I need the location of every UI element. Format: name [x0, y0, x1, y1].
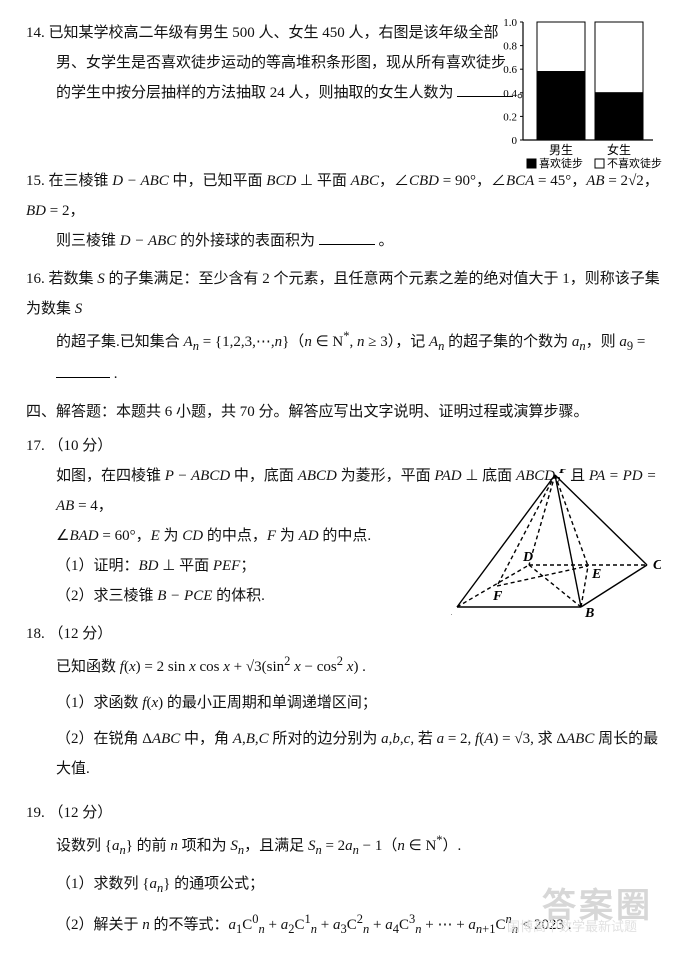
blank-16 — [56, 364, 110, 379]
q18-p2: （2）在锐角 ΔABC 中，角 A,B,C 所对的边分别为 a,b,c, 若 a… — [26, 724, 661, 784]
q18-num: 18. — [26, 626, 45, 642]
section-4-heading: 四、解答题：本题共 6 小题，共 70 分。解答应写出文字说明、证明过程或演算步… — [26, 397, 661, 427]
q17-figure: P A B C D E F — [451, 469, 661, 630]
svg-text:男生: 男生 — [549, 143, 573, 157]
svg-text:A: A — [451, 604, 452, 619]
svg-text:B: B — [584, 606, 594, 619]
question-17: 17. （10 分） 如图，在四棱锥 P − ABCD 中，底面 ABCD 为菱… — [26, 431, 661, 611]
question-18: 18. （12 分） 已知函数 f(x) = 2 sin x cos x + √… — [26, 619, 661, 784]
q15-l2m: D − ABC 的外接球的表面积为 — [120, 233, 315, 249]
q18-p1: （1）求函数 f(x) 的最小正周期和单调递增区间； — [26, 688, 661, 718]
q19-line1: 设数列 {an} 的前 n 项和为 Sn，且满足 Sn = 2an − 1（n … — [26, 828, 661, 863]
svg-text:P: P — [559, 469, 568, 477]
q14-chart: 00.20.40.60.81.0男生女生喜欢徒步不喜欢徒步 — [485, 16, 665, 189]
q16-l2a: 的超子集.已知集合 An = {1,2,3,⋯,n}（n ∈ N*, n ≥ 3… — [56, 334, 645, 350]
q16-line2: 的超子集.已知集合 An = {1,2,3,⋯,n}（n ∈ N*, n ≥ 3… — [26, 324, 661, 389]
question-19: 19. （12 分） 设数列 {an} 的前 n 项和为 Sn，且满足 Sn =… — [26, 798, 661, 942]
svg-text:0.8: 0.8 — [503, 41, 517, 53]
q18-line1: 已知函数 f(x) = 2 sin x cos x + √3(sin2 x − … — [26, 649, 661, 682]
q16-line1: 若数集 S 的子集满足：至少含有 2 个元素，且任意两个元素之差的绝对值大于 1… — [26, 271, 660, 317]
question-16: 16. 若数集 S 的子集满足：至少含有 2 个元素，且任意两个元素之差的绝对值… — [26, 264, 661, 389]
q15-num: 15. — [26, 173, 45, 189]
q19-num: 19. — [26, 805, 45, 821]
blank-15 — [319, 231, 375, 246]
svg-text:D: D — [522, 550, 533, 565]
q19-pts: （12 分） — [49, 805, 113, 821]
q17-num: 17. — [26, 438, 45, 454]
q14-num: 14. — [26, 25, 45, 41]
question-15: 15. 在三棱锥 D − ABC 中，已知平面 BCD ⊥ 平面 ABC，∠CB… — [26, 166, 661, 256]
q17-pts: （10 分） — [49, 438, 113, 454]
svg-text:E: E — [591, 567, 601, 582]
svg-text:F: F — [492, 589, 503, 604]
svg-text:1.0: 1.0 — [503, 17, 517, 29]
q15-line1: 在三棱锥 D − ABC 中，已知平面 BCD ⊥ 平面 ABC，∠CBD = … — [26, 173, 659, 219]
q19-p1: （1）求数列 {an} 的通项公式； — [26, 869, 661, 901]
q16-num: 16. — [26, 271, 45, 287]
question-14: 14. 已知某学校高二年级有男生 500 人、女生 450 人，右图是该年级全部… — [26, 18, 661, 158]
svg-text:女生: 女生 — [607, 142, 631, 157]
svg-text:C: C — [653, 558, 661, 573]
svg-text:0.6: 0.6 — [503, 64, 517, 76]
q14-line1: 已知某学校高二年级有男生 500 人、女生 450 人，右图是该年级全部 — [49, 25, 499, 41]
q16-l2b: . — [114, 366, 118, 382]
svg-text:0: 0 — [512, 135, 518, 147]
svg-text:0.2: 0.2 — [503, 111, 517, 123]
q15-line2: 则三棱锥 D − ABC 的外接球的表面积为 。 — [26, 226, 661, 256]
q14-line3a: 的学生中按分层抽样的方法抽取 24 人，则抽取的女生人数为 — [56, 85, 454, 101]
q15-l2b: 。 — [379, 233, 394, 249]
q18-pts: （12 分） — [49, 626, 113, 642]
q15-l2a: 则三棱锥 — [56, 233, 116, 249]
svg-text:0.4: 0.4 — [503, 88, 517, 100]
q19-p2: （2）解关于 n 的不等式：a1C0n + a2C1n + a3C2n + a4… — [26, 907, 661, 942]
